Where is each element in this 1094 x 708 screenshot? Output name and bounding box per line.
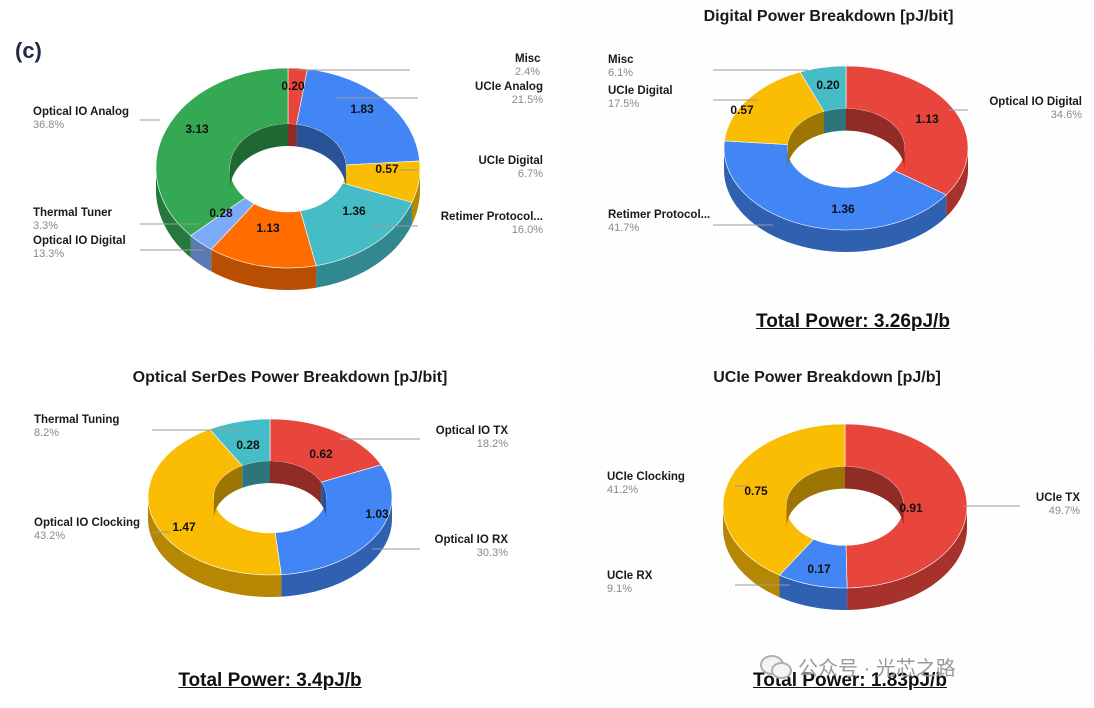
chart-title: UCIe Power Breakdown [pJ/b] [713, 369, 941, 386]
slice-label: UCIe Digital [608, 85, 673, 97]
slice-value-label: 1.36 [342, 204, 366, 218]
panel-label: (c) [15, 38, 42, 63]
slice-label: UCIe Clocking [607, 471, 685, 483]
slice-percent-label: 43.2% [34, 530, 65, 542]
slice-percent-label: 34.6% [1051, 109, 1082, 121]
slice-wall-2 [723, 506, 780, 598]
slice-3 [209, 418, 271, 467]
optical-serdes-power-panel: Optical SerDes Power Breakdown [pJ/bit] … [20, 315, 560, 708]
slice-value-label: 1.36 [831, 202, 855, 216]
slice-hole-wall-1 [296, 124, 346, 187]
slice-6 [155, 67, 289, 237]
ucie-power-panel: UCIe Power Breakdown [pJ/b] UCIe TX 49.7%… [560, 352, 1094, 708]
slice-label: Optical IO Analog [33, 106, 129, 118]
slice-hole-wall-0 [288, 124, 297, 147]
slice-hole-wall-2 [787, 111, 824, 167]
wechat-icon [760, 653, 792, 679]
watermark-text: 公众号 · 光芯之路 [798, 657, 956, 680]
slice-wall-3 [316, 202, 412, 288]
slice-label: Misc [608, 54, 634, 66]
slice-label: Optical IO Digital [33, 235, 126, 247]
slice-label: Thermal Tuner [33, 207, 113, 219]
slice-percent-label: 13.3% [33, 248, 64, 260]
slice-value-label: 0.57 [375, 162, 399, 176]
slice-label: Misc [515, 53, 541, 65]
slice-percent-label: 16.0% [512, 224, 543, 236]
slice-value-label: 0.28 [209, 206, 233, 220]
slice-percent-label: 17.5% [608, 98, 639, 110]
slice-label: UCIe Digital [478, 155, 543, 167]
slice-value-label: 1.47 [172, 520, 196, 534]
slice-wall-5 [190, 235, 212, 272]
slice-hole-wall-2 [213, 465, 243, 519]
total-power-label: Total Power: 3.4pJ/b [178, 670, 362, 691]
slice-hole-wall-0 [846, 108, 905, 170]
slice-wall-2 [148, 497, 282, 597]
chart-title: Optical SerDes Power Breakdown [pJ/bit] [132, 369, 448, 386]
slice-percent-label: 41.2% [607, 484, 638, 496]
digital-power-panel: Digital Power Breakdown [pJ/bit] Optical… [563, 0, 1094, 350]
slice-value-label: 0.75 [744, 484, 768, 498]
slice-value-label: 1.03 [365, 507, 389, 521]
slice-percent-label: 30.3% [477, 547, 508, 559]
slice-hole-wall-6 [229, 124, 288, 190]
slice-percent-label: 21.5% [512, 94, 543, 106]
slice-percent-label: 41.7% [608, 222, 639, 234]
watermark: 公众号 · 光芯之路 [760, 650, 1090, 682]
overall-breakdown-panel: (c) Misc 2.4% 0.20 UCIe Analog 21.5% 1.83 UCIe… [0, 0, 560, 318]
slice-wall-1 [779, 575, 848, 610]
slice-value-label: 3.13 [185, 122, 209, 136]
slice-value-label: 1.13 [915, 112, 939, 126]
slice-percent-label: 9.1% [607, 583, 632, 595]
slice-percent-label: 3.3% [33, 220, 58, 232]
slice-label: Optical IO Digital [989, 96, 1082, 108]
slice-percent-label: 6.1% [608, 67, 633, 79]
slice-value-label: 1.83 [350, 102, 374, 116]
slice-hole-wall-1 [321, 482, 327, 519]
slice-hole-wall-3 [823, 108, 846, 134]
slice-value-label: 0.28 [236, 438, 260, 452]
slice-label: UCIe RX [607, 570, 653, 582]
slice-value-label: 0.62 [309, 447, 333, 461]
slice-wall-1 [724, 148, 947, 252]
slice-label: Optical IO RX [435, 534, 509, 546]
slice-percent-label: 8.2% [34, 427, 59, 439]
slice-percent-label: 49.7% [1049, 505, 1080, 517]
slice-label: Retimer Protocol... [441, 211, 543, 223]
slice-value-label: 0.57 [730, 103, 754, 117]
slice-wall-6 [156, 168, 191, 258]
slice-label: UCIe Analog [475, 81, 543, 93]
slice-value-label: 0.20 [816, 78, 840, 92]
slice-hole-wall-0 [270, 461, 322, 505]
slice-wall-0 [847, 506, 967, 610]
slice-hole-wall-0 [845, 466, 904, 528]
total-power-label: Total Power: 1.83pJ/b [753, 670, 947, 691]
slice-value-label: 0.20 [281, 79, 305, 93]
slice-label: Thermal Tuning [34, 414, 119, 426]
slice-label: UCIe TX [1036, 492, 1080, 504]
slice-wall-4 [211, 249, 317, 290]
slice-label: Retimer Protocol... [608, 209, 710, 221]
slice-percent-label: 36.8% [33, 119, 64, 131]
slice-value-label: 1.13 [256, 221, 280, 235]
slice-wall-1 [281, 497, 392, 597]
slice-wall-2 [411, 168, 420, 225]
slice-label: Optical IO TX [436, 425, 509, 437]
slice-value-label: 0.91 [899, 501, 923, 515]
slice-percent-label: 18.2% [477, 438, 508, 450]
slice-value-label: 0.17 [807, 562, 831, 576]
total-power-label: Total Power: 3.26pJ/b [756, 311, 950, 332]
chart-title: Digital Power Breakdown [pJ/bit] [703, 8, 954, 25]
slice-percent-label: 6.7% [518, 168, 543, 180]
slice-percent-label: 2.4% [515, 66, 540, 78]
slice-label: Optical IO Clocking [34, 517, 140, 529]
slice-hole-wall-3 [242, 461, 270, 488]
slice-hole-wall-2 [786, 466, 845, 528]
